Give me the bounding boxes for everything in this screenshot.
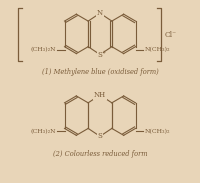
Text: (CH₃)₂N: (CH₃)₂N — [30, 47, 56, 52]
Text: (CH₃)₂N: (CH₃)₂N — [30, 129, 56, 134]
Text: +: + — [102, 50, 106, 55]
Text: S: S — [98, 51, 102, 59]
Text: N: N — [97, 9, 103, 17]
Text: (1) Methylene blue (oxidised form): (1) Methylene blue (oxidised form) — [42, 68, 158, 76]
Text: (2) Colourless reduced form: (2) Colourless reduced form — [53, 150, 147, 158]
Text: N(CH₃)₂: N(CH₃)₂ — [144, 47, 170, 52]
Text: Cl⁻: Cl⁻ — [165, 31, 177, 39]
Text: S: S — [98, 132, 102, 140]
Text: NH: NH — [94, 91, 106, 99]
Text: N(CH₃)₂: N(CH₃)₂ — [144, 129, 170, 134]
